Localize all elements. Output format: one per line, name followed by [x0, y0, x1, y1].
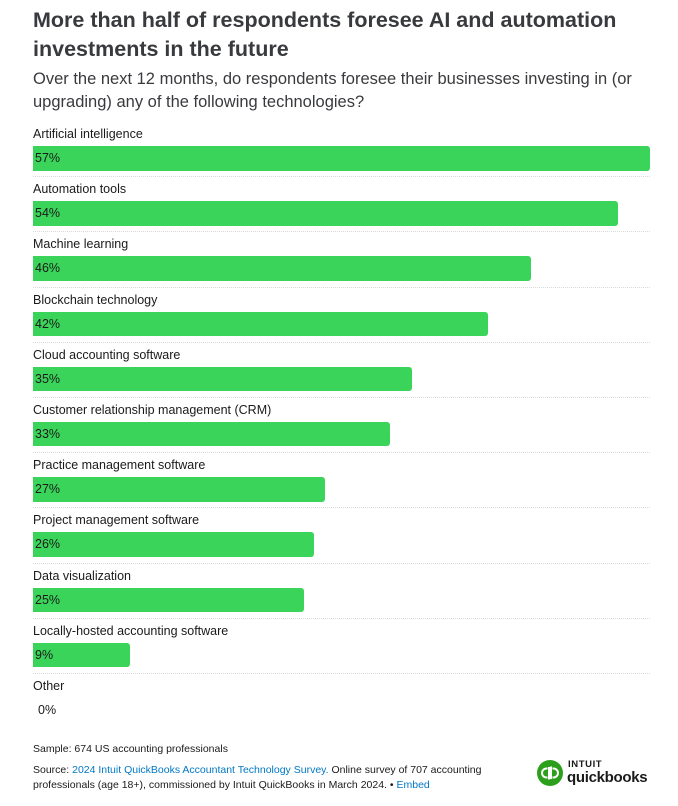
chart-title: More than half of respondents foresee AI…	[33, 8, 617, 61]
source-link[interactable]: 2024 Intuit QuickBooks Accountant Techno…	[72, 764, 329, 776]
value-label: 33%	[35, 426, 61, 441]
category-label: Practice management software	[33, 458, 206, 473]
bar	[33, 532, 315, 557]
logo-quickbooks-text: quickbooks	[567, 769, 648, 786]
bar	[33, 311, 488, 337]
bar-row: Project management software 26%	[33, 508, 650, 564]
source-prefix: Source:	[33, 764, 73, 776]
value-label: 26%	[35, 537, 61, 552]
value-label: 0%	[38, 702, 57, 717]
category-label: Artificial intelligence	[33, 127, 143, 141]
value-label: 42%	[35, 316, 61, 331]
bar-row: Machine learning 46%	[33, 232, 650, 288]
quickbooks-logo-icon	[537, 760, 563, 786]
value-label: 25%	[35, 592, 61, 607]
category-label: Blockchain technology	[33, 292, 158, 307]
category-label: Automation tools	[33, 182, 127, 197]
bar	[33, 477, 326, 502]
bar	[33, 366, 412, 392]
source-body: Online survey of 707 accounting professi…	[33, 764, 482, 791]
category-label: Other	[33, 678, 65, 693]
chart-subtitle: Over the next 12 months, do respondents …	[33, 70, 632, 111]
bar	[33, 642, 131, 668]
embed-link[interactable]: Embed	[396, 779, 430, 791]
bar-row: Other 0%	[33, 674, 650, 729]
separator-dot: •	[386, 779, 397, 791]
category-label: Project management software	[33, 513, 200, 528]
value-label: 54%	[35, 206, 61, 221]
bar-row: Customer relationship management (CRM) 33…	[33, 398, 650, 454]
sample-note: Sample: 674 US accounting professionals	[33, 743, 228, 755]
bar	[33, 201, 618, 226]
bar-row: Artificial intelligence 57%	[33, 122, 650, 178]
quickbooks-logo: INTUIT quickbooks	[537, 757, 655, 791]
bar-row: Cloud accounting software 35%	[33, 343, 650, 398]
bar-row: Locally-hosted accounting software 9%	[33, 619, 650, 674]
value-label: 35%	[35, 371, 61, 386]
value-label: 46%	[35, 261, 61, 276]
logo-intuit-text: INTUIT	[568, 759, 603, 770]
bar	[33, 256, 531, 281]
bar-row: Blockchain technology 42%	[33, 288, 650, 343]
value-label: 57%	[35, 151, 61, 165]
category-label: Machine learning	[33, 237, 129, 252]
bar-row: Automation tools 54%	[33, 177, 650, 233]
value-label: 9%	[35, 647, 54, 662]
bar	[33, 146, 650, 171]
category-label: Customer relationship management (CRM)	[33, 402, 272, 417]
category-label: Cloud accounting software	[33, 347, 181, 362]
value-label: 27%	[35, 482, 61, 497]
source-note: Source: 2024 Intuit QuickBooks Accountan…	[33, 763, 533, 793]
bar-row: Data visualization 25%	[33, 564, 650, 619]
bar-chart: Artificial intelligence 57% Automation too…	[33, 122, 650, 729]
bar	[33, 421, 391, 447]
category-label: Locally-hosted accounting software	[33, 623, 229, 638]
category-label: Data visualization	[33, 568, 131, 583]
bar-row: Practice management software 27%	[33, 453, 650, 509]
bar	[33, 587, 304, 612]
